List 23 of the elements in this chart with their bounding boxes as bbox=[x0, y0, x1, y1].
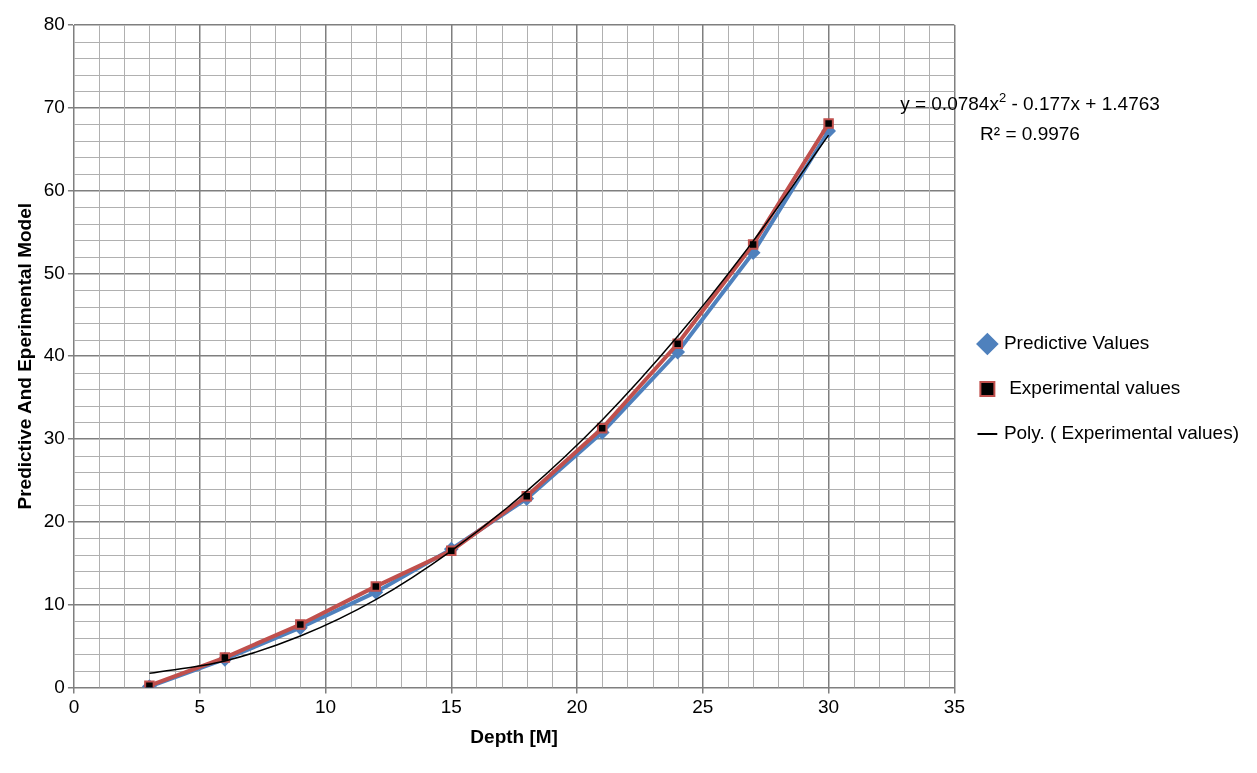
y-tick-label: 40 bbox=[43, 344, 65, 366]
y-tick-label: 70 bbox=[43, 96, 65, 118]
x-tick-label: 35 bbox=[943, 696, 965, 718]
x-tick-label: 15 bbox=[440, 696, 462, 718]
x-tick-label: 20 bbox=[566, 696, 588, 718]
y-tick-label: 50 bbox=[43, 261, 65, 283]
y-tick-label: 80 bbox=[43, 13, 65, 35]
x-tick-label: 5 bbox=[194, 696, 205, 718]
y-tick-label: 10 bbox=[43, 592, 65, 614]
text: R² = 0.9976 bbox=[980, 123, 1080, 144]
x-axis-title: Depth [M] bbox=[470, 725, 558, 747]
legend-label: Predictive Values bbox=[1003, 332, 1150, 354]
y-tick-label: 0 bbox=[54, 675, 65, 697]
y-tick-label: 30 bbox=[43, 427, 65, 449]
x-tick-label: 25 bbox=[692, 696, 714, 718]
legend-label: Experimental values bbox=[1003, 377, 1181, 399]
y-axis-title: Predictive And Eperimental Model bbox=[13, 202, 35, 510]
x-tick-label: 0 bbox=[68, 696, 80, 718]
x-tick-label: 10 bbox=[314, 696, 337, 718]
y-tick-label: 60 bbox=[43, 178, 65, 200]
legend-label: Poly. ( Experimental values) bbox=[1003, 422, 1239, 444]
y-tick-label: 20 bbox=[43, 510, 65, 532]
x-tick-label: 30 bbox=[818, 696, 840, 718]
